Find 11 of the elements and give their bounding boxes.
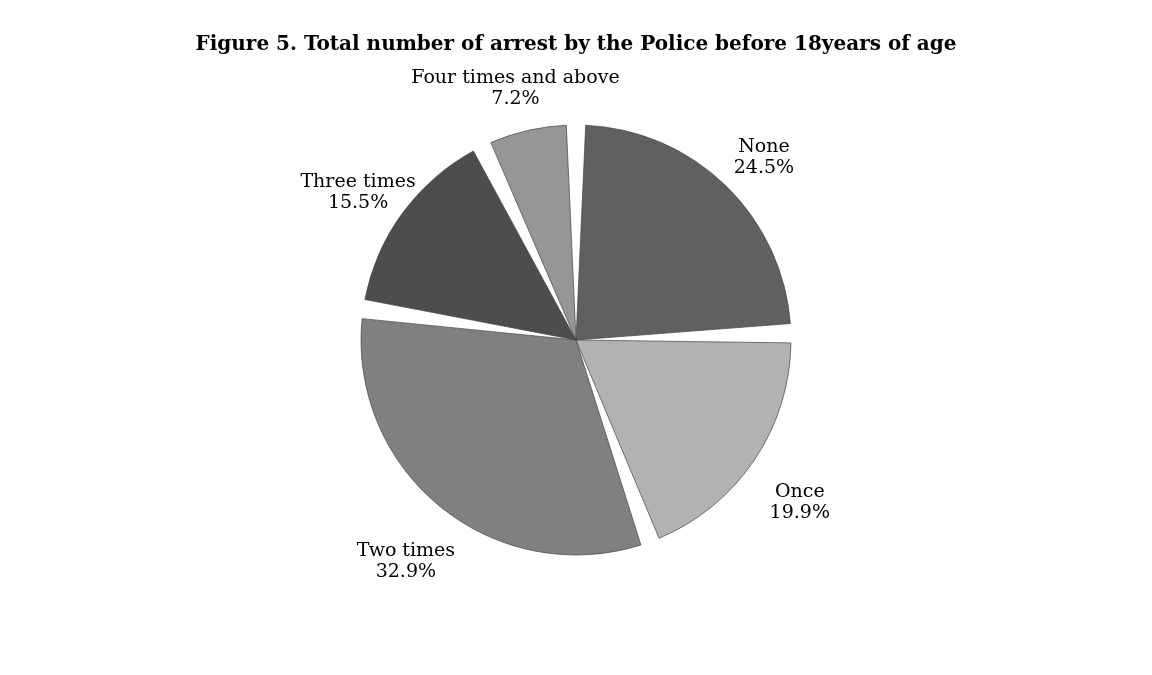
slice-label: None xyxy=(738,134,790,157)
data-label: 24.5% xyxy=(733,155,795,178)
data-label: 19.9% xyxy=(769,500,830,523)
slice-label: Two times xyxy=(356,537,456,560)
data-label: 7.2% xyxy=(491,85,540,108)
chart-title: Figure 5. Total number of arrest by the Police before 18years of age xyxy=(195,30,957,55)
data-label: 32.9% xyxy=(375,558,437,581)
slice-label: Three times xyxy=(300,168,416,191)
slice-label: Once xyxy=(774,479,825,502)
slice-label: Four times and above xyxy=(411,64,620,87)
data-label: 15.5% xyxy=(327,189,389,212)
